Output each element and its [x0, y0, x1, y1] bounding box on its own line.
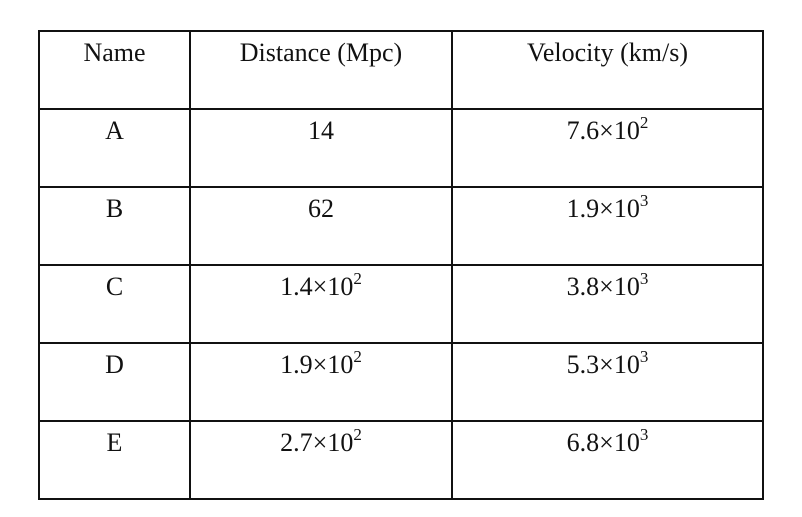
cell-velocity: 7.6×102	[451, 108, 764, 188]
cell-velocity: 5.3×103	[451, 342, 764, 422]
header-row: Name Distance (Mpc) Velocity (km/s)	[38, 30, 764, 110]
cell-distance: 1.9×102	[189, 342, 453, 422]
cell-name: C	[38, 264, 191, 344]
table-row: B 62 1.9×103	[38, 186, 764, 266]
table-row: C 1.4×102 3.8×103	[38, 264, 764, 344]
cell-distance: 14	[189, 108, 453, 188]
cell-name: E	[38, 420, 191, 500]
header-distance: Distance (Mpc)	[189, 30, 453, 110]
table-row: D 1.9×102 5.3×103	[38, 342, 764, 422]
cell-velocity: 1.9×103	[451, 186, 764, 266]
cell-name: B	[38, 186, 191, 266]
cell-distance: 1.4×102	[189, 264, 453, 344]
galaxy-data-table: Name Distance (Mpc) Velocity (km/s) A 14…	[38, 30, 764, 500]
cell-distance: 2.7×102	[189, 420, 453, 500]
header-velocity: Velocity (km/s)	[451, 30, 764, 110]
table-row: E 2.7×102 6.8×103	[38, 420, 764, 500]
cell-velocity: 6.8×103	[451, 420, 764, 500]
cell-name: A	[38, 108, 191, 188]
cell-velocity: 3.8×103	[451, 264, 764, 344]
cell-distance: 62	[189, 186, 453, 266]
cell-name: D	[38, 342, 191, 422]
header-name: Name	[38, 30, 191, 110]
table-row: A 14 7.6×102	[38, 108, 764, 188]
